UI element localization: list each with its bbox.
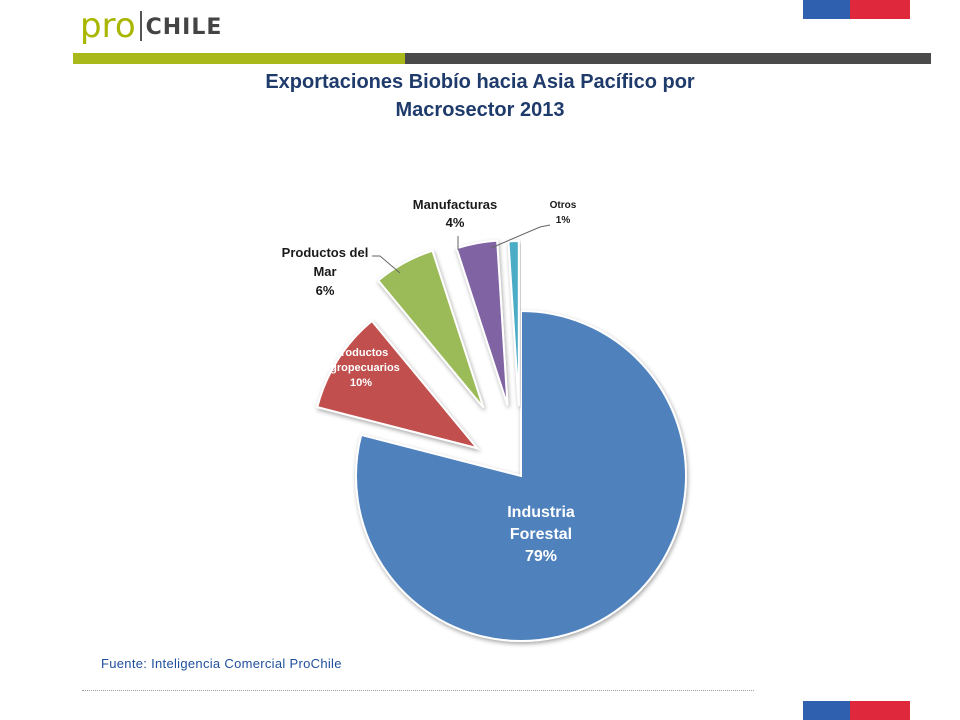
slice-name-label: Forestal: [510, 526, 572, 543]
leader-line-4: [490, 224, 551, 249]
logo-chile-text: CHILE: [145, 15, 223, 40]
slice-percent-label: 1%: [556, 215, 571, 226]
pie-slice-productos-agropecuarios: [316, 319, 480, 450]
header-bar-dark: [405, 53, 931, 64]
footer-dotted-divider: [82, 690, 754, 691]
chile-flag-stripe-bottom: [803, 701, 910, 720]
pie-slice-industria-forestal: [355, 309, 687, 642]
prochile-logo: pro CHILE: [80, 6, 222, 46]
leader-line-2: [372, 255, 401, 274]
pie-slice-otros: [507, 240, 520, 407]
slice-name-label: Agropecuarios: [322, 362, 400, 374]
slice-percent-label: 79%: [525, 548, 557, 565]
logo-pro-text: pro: [80, 6, 136, 46]
chile-flag-stripe-top: [803, 0, 910, 19]
chart-title-line-1: Exportaciones Biobío hacia Asia Pacífico…: [265, 71, 695, 93]
slice-name-label: Industria: [507, 504, 575, 521]
chart-title-line-2: Macrosector 2013: [395, 99, 565, 121]
slice-percent-label: 4%: [446, 215, 465, 230]
slice-name-label: Productos: [334, 347, 388, 359]
pie-slice-manufacturas: [455, 239, 509, 406]
slice-percent-label: 6%: [316, 283, 335, 298]
flag-blue-block: [803, 0, 850, 19]
slice-labels: Industria Forestal 79% Productos Agropecuari…: [282, 197, 577, 565]
logo-separator: [139, 11, 142, 41]
slice-name-label: Manufacturas: [413, 197, 498, 212]
slice-name-label: Mar: [313, 264, 336, 279]
flag-blue-block: [803, 701, 850, 720]
source-note: Fuente: Inteligencia Comercial ProChile: [101, 656, 342, 671]
flag-red-block: [850, 701, 910, 720]
pie-slices: [316, 239, 687, 642]
flag-red-block: [850, 0, 910, 19]
slice-percent-label: 10%: [350, 377, 372, 389]
leader-lines: [372, 224, 551, 274]
pie-slice-productos-del-mar: [376, 249, 485, 409]
slice-name-label: Otros: [550, 200, 577, 211]
header-bar-green: [73, 53, 405, 64]
slice-name-label: Productos del: [282, 245, 369, 260]
chart-title: Exportaciones Biobío hacia Asia Pacífico…: [230, 68, 730, 124]
